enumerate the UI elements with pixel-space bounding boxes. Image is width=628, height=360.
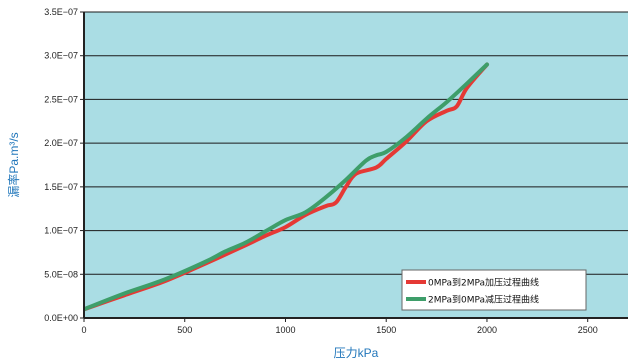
axes (83, 12, 628, 319)
y-tick-label: 1.0E−07 (44, 226, 78, 236)
series-line-2 (84, 62, 489, 312)
y-tick-label: 3.5E−07 (44, 7, 78, 17)
legend-label-1: 0MPa到2MPa加压过程曲线 (428, 277, 539, 289)
series-lines (84, 62, 489, 312)
y-tick-labels: 0.0E+00 5.0E−08 1.0E−07 1.5E−07 2.0E−07 2.5E−… (44, 7, 84, 323)
y-axis-title: 漏率Pa.m³/s (6, 132, 21, 197)
x-tick-label: 1000 (275, 325, 295, 335)
y-tick-label: 2.0E−07 (44, 138, 78, 148)
y-tick-label: 5.0E−08 (44, 269, 78, 279)
light-beam-decoration (320, 318, 410, 360)
x-tick-label: 1500 (376, 325, 396, 335)
x-tick-label: 2500 (578, 325, 598, 335)
x-tick-label: 500 (177, 325, 192, 335)
legend: 0MPa到2MPa加压过程曲线 2MPa到0MPa减压过程曲线 (401, 269, 587, 311)
x-tick-label: 0 (81, 325, 86, 335)
y-tick-label: 1.5E−07 (44, 182, 78, 192)
y-tick-label: 0.0E+00 (44, 313, 78, 323)
plot-background (84, 12, 628, 318)
legend-label-2: 2MPa到0MPa减压过程曲线 (428, 294, 539, 306)
y-tick-label: 3.0E−07 (44, 51, 78, 61)
x-axis-title: 压力kPa (334, 346, 379, 360)
legend-box (401, 269, 587, 311)
y-tick-label: 2.5E−07 (44, 94, 78, 104)
x-tick-label: 2000 (477, 325, 497, 335)
x-tick-labels: 0 500 1000 1500 2000 2500 (81, 318, 598, 335)
